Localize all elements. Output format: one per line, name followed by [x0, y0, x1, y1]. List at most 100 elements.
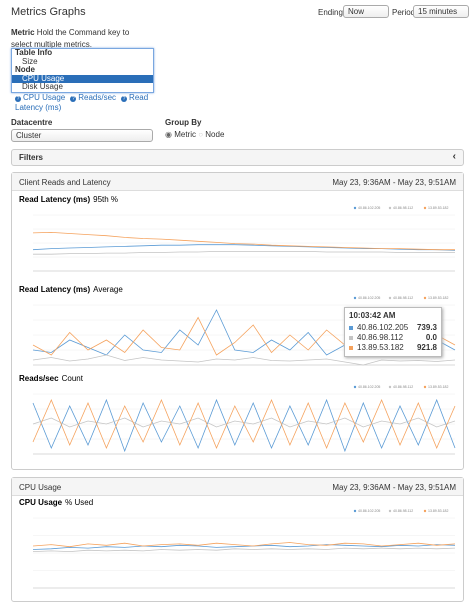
legend-label: 40.86.102.205 [358, 509, 380, 513]
legend-label: 40.86.98.112 [393, 385, 413, 389]
legend-swatch [423, 385, 427, 389]
series-line [32, 244, 456, 251]
period-select[interactable]: 15 minutes [413, 5, 469, 18]
panel-title: CPU Usage [19, 483, 62, 492]
legend-label: 13.89.53.182 [428, 385, 448, 389]
page-title: Metrics Graphs [11, 6, 86, 18]
filters-bar[interactable]: Filters ‹ [11, 149, 464, 166]
tooltip: 10:03:42 AM 40.86.102.205 739.3 40.86.98.11… [344, 307, 442, 357]
legend-swatch [353, 385, 357, 389]
tooltip-row: 40.86.102.205 739.3 [349, 323, 437, 333]
legend-swatch [353, 206, 357, 210]
tooltip-time: 10:03:42 AM [349, 311, 396, 320]
tag-text: Read Latency (ms) [15, 93, 149, 112]
series-line [33, 251, 455, 255]
legend-swatch [388, 296, 392, 300]
tooltip-row: 40.86.98.112 0.0 [349, 333, 437, 343]
chart-title-main: Read Latency (ms) [19, 285, 90, 294]
legend-label: 13.89.53.182 [428, 509, 448, 513]
chart-title: Reads/sec Count [19, 374, 84, 383]
series-line [32, 354, 456, 366]
tooltip-swatch [349, 326, 353, 330]
tooltip-name: 40.86.98.112 [357, 333, 404, 342]
metric-help: Metric Hold the Command key to select mu… [11, 27, 151, 51]
selected-metrics: ? CPU Usage? Reads/sec? Read Latency (ms) [15, 93, 155, 113]
legend-label: 40.86.98.112 [393, 509, 413, 513]
chart-subtitle: Count [62, 374, 84, 383]
series-line [32, 231, 455, 251]
period-label: Period [392, 8, 416, 17]
ending-select[interactable]: Now [343, 5, 389, 18]
legend-swatch [388, 206, 392, 210]
chart-title-main: Reads/sec [19, 374, 59, 383]
metric-help-text: Hold the Command key to select multiple … [11, 28, 130, 49]
chart: Read Latency (ms) 95th % 40.86.102.205 40.8… [19, 195, 456, 272]
datacentre-select[interactable]: Cluster [11, 129, 153, 142]
tag-text: Reads/sec [78, 93, 117, 102]
group-by-options: ◉ Metric ○ Node [165, 130, 225, 139]
chart-subtitle: 95th % [93, 195, 118, 204]
series-line [32, 547, 456, 553]
legend-swatch [423, 296, 427, 300]
panel-range: May 23, 9:36AM - May 23, 9:51AM [332, 483, 456, 492]
legend-swatch [423, 509, 427, 513]
chart-title-main: Read Latency (ms) [19, 195, 90, 204]
legend-swatch [388, 509, 392, 513]
chart: CPU Usage% Used 40.86.102.205 40.86.98.112… [19, 498, 456, 589]
metric-label: Metric [11, 28, 35, 37]
tooltip-swatch [349, 346, 353, 350]
legend-label: 13.89.53.182 [428, 296, 448, 300]
legend-label: 13.89.53.182 [428, 206, 448, 210]
radio-node[interactable]: Node [205, 130, 225, 139]
panel: Client Reads and Latency May 23, 9:36AM -… [11, 172, 464, 470]
metric-option[interactable]: Table Info [15, 48, 53, 57]
panel: CPU Usage May 23, 9:36AM - May 23, 9:51AM [11, 477, 464, 602]
chart-title: Read Latency (ms) 95th % [19, 195, 118, 204]
series-line [32, 542, 456, 548]
series-line [32, 544, 456, 550]
tag-text: CPU Usage [23, 93, 66, 102]
legend-swatch [388, 385, 392, 389]
group-by-label: Group By [165, 118, 202, 127]
metric-listbox[interactable]: Table Info Size Node CPU Usage Disk Usage [11, 48, 154, 93]
tag-icon: ? [70, 96, 77, 102]
radio-metric[interactable]: Metric [174, 130, 196, 139]
legend-label: 40.86.102.205 [358, 296, 380, 300]
tooltip-name: 13.89.53.182 [357, 343, 404, 352]
chart-title-main: CPU Usage [19, 498, 63, 507]
metric-tag[interactable]: ? CPU Usage [15, 93, 65, 102]
legend-label: 40.86.102.205 [358, 206, 380, 210]
tooltip-name: 40.86.102.205 [357, 323, 409, 332]
tag-icon: ? [15, 96, 21, 102]
legend-swatch [353, 509, 357, 513]
metric-option[interactable]: Node [15, 65, 35, 74]
tooltip-swatch [349, 336, 353, 340]
chart: Reads/sec Count 40.86.102.205 40.86.98.112 1… [19, 374, 456, 455]
series-line [32, 417, 456, 428]
legend-label: 40.86.98.112 [393, 206, 413, 210]
chart-title: Read Latency (ms) Average [19, 285, 123, 294]
legend-swatch [353, 296, 357, 300]
legend-label: 40.86.102.205 [358, 385, 380, 389]
metric-tag[interactable]: ? Read Latency (ms) [15, 93, 148, 112]
metric-tag[interactable]: ? Reads/sec [70, 93, 116, 102]
tooltip-row: 13.89.53.182 921.8 [349, 343, 437, 353]
legend-label: 40.86.98.112 [393, 296, 413, 300]
chart-subtitle: Average [93, 285, 123, 294]
tooltip-value: 0.0 [425, 333, 437, 342]
filters-label: Filters [19, 153, 44, 162]
ending-label: Ending [318, 8, 343, 17]
datacentre-label: Datacentre [11, 118, 53, 127]
legend-swatch [423, 206, 427, 210]
tooltip-value: 739.3 [416, 323, 437, 332]
tooltip-value: 921.8 [416, 343, 437, 352]
chart-title: CPU Usage% Used [19, 498, 93, 507]
panel-range: May 23, 9:36AM - May 23, 9:51AM [332, 178, 456, 187]
tag-icon: ? [121, 96, 128, 102]
chart-subtitle: % Used [65, 498, 93, 507]
series-line [32, 398, 456, 450]
metric-option[interactable]: Size [22, 56, 38, 66]
metric-option[interactable]: Disk Usage [22, 82, 63, 91]
metric-option[interactable]: CPU Usage [12, 74, 153, 83]
